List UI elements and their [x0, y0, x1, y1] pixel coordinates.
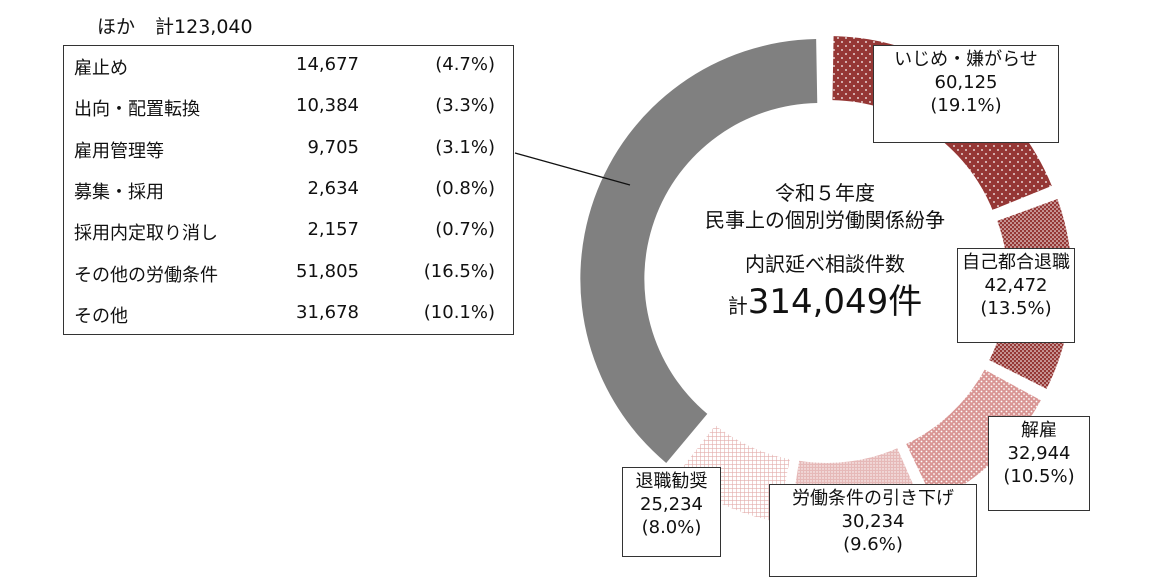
table-row: 採用内定取り消し 2,157 (0.7%) [64, 219, 513, 249]
other-breakdown-table: 雇止め 14,677 (4.7%) 出向・配置転換 10,384 (3.3%) 雇用管理等 9… [63, 45, 514, 335]
row-pct: (0.8%) [435, 177, 495, 199]
data-label-working-conditions-reduction: 労働条件の引き下げ 30,234 (9.6%) [769, 484, 977, 577]
slice-name: 退職勧奨 [635, 471, 708, 492]
slice-pct: (13.5%) [980, 298, 1052, 319]
row-value: 2,157 [307, 219, 359, 241]
row-pct: (16.5%) [423, 260, 495, 282]
data-label-dismissal: 解雇 32,944 (10.5%) [988, 416, 1090, 511]
leader-line [514, 152, 631, 186]
row-name: 採用内定取り消し [74, 223, 218, 245]
slice-pct: (19.1%) [930, 95, 1002, 116]
slice-pct: (8.0%) [641, 517, 702, 538]
row-value: 2,634 [307, 177, 359, 199]
slice-value: 25,234 [640, 494, 703, 515]
slice-dismissal [906, 369, 1041, 502]
total-value: 314,049 [747, 282, 889, 322]
slice-name: いじめ・嫌がらせ [894, 49, 1038, 70]
table-row: 雇用管理等 9,705 (3.1%) [64, 137, 513, 167]
row-name: 雇止め [74, 58, 128, 79]
total-prefix: 計 [727, 294, 748, 318]
row-pct: (3.3%) [435, 95, 495, 117]
slice-name: 労働条件の引き下げ [792, 488, 954, 509]
row-value: 14,677 [296, 54, 359, 75]
data-label-voluntary-resignation: 自己都合退職 42,472 (13.5%) [957, 248, 1075, 343]
center-label: 内訳延べ相談件数 [745, 252, 905, 276]
row-pct: (3.1%) [435, 136, 495, 158]
table-row: 募集・採用 2,634 (0.8%) [64, 178, 513, 208]
total-suffix: 件 [888, 282, 923, 322]
slice-pct: (9.6%) [843, 534, 903, 555]
row-name: 募集・採用 [74, 181, 164, 203]
chart-title-year: 令和５年度 [775, 181, 875, 205]
slice-name: 自己都合退職 [962, 252, 1070, 273]
slice-pct: (10.5%) [1003, 466, 1075, 487]
slice-value: 42,472 [984, 275, 1048, 296]
chart-title-subject: 民事上の個別労働関係紛争 [705, 208, 945, 232]
table-row: その他の労働条件 51,805 (16.5%) [64, 261, 513, 291]
slice-other [580, 39, 818, 463]
data-label-resignation-encouragement: 退職勧奨 25,234 (8.0%) [622, 467, 721, 557]
slice-value: 60,125 [934, 72, 998, 93]
row-name: その他の労働条件 [74, 264, 218, 286]
row-value: 9,705 [307, 136, 359, 158]
row-pct: (4.7%) [435, 54, 495, 75]
slice-value: 30,234 [841, 511, 905, 532]
row-pct: (10.1%) [423, 301, 495, 323]
other-breakdown-title: ほか 計123,040 [97, 12, 273, 39]
table-row: 雇止め 14,677 (4.7%) [64, 54, 513, 84]
other-total-label: 計123,040 [155, 16, 253, 38]
other-title-label: ほか [97, 16, 136, 38]
table-row: その他 31,678 (10.1%) [64, 302, 513, 332]
row-name: 雇用管理等 [74, 140, 164, 162]
slice-resignation-encouragement [675, 425, 790, 523]
table-row: 出向・配置転換 10,384 (3.3%) [64, 95, 513, 125]
data-label-bullying: いじめ・嫌がらせ 60,125 (19.1%) [873, 45, 1059, 143]
row-pct: (0.7%) [435, 219, 495, 241]
row-name: その他 [74, 305, 128, 327]
row-value: 51,805 [296, 260, 359, 282]
row-value: 10,384 [296, 95, 359, 117]
row-value: 31,678 [296, 301, 359, 323]
total-count: 計314,049件 [660, 282, 990, 326]
slice-value: 32,944 [1007, 443, 1071, 464]
row-name: 出向・配置転換 [74, 99, 200, 121]
center-summary: 令和５年度 民事上の個別労働関係紛争 内訳延べ相談件数 計314,049件 [660, 180, 990, 326]
slice-name: 解雇 [1021, 420, 1057, 441]
